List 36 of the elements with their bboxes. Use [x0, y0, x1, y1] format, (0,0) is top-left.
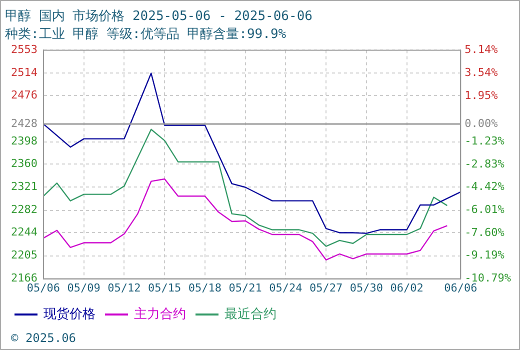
x-tick-label: 06/02 [390, 281, 424, 294]
y2-tick-label: 5.14% [464, 43, 498, 56]
y-tick-label: 2476 [10, 88, 38, 102]
legend-label: 最近合约 [224, 306, 276, 322]
legend-label: 主力合约 [134, 306, 186, 322]
y2-tick-label: 3.54% [464, 66, 498, 80]
x-tick-label: 05/18 [188, 281, 222, 294]
chart-subtitle: 种类:工业 甲醇 等级:优等品 甲醇含量:99.9% [5, 26, 286, 42]
text: © 2025.06 [11, 331, 76, 346]
y2-tick-label: 1.95% [464, 88, 498, 102]
y-tick-label: 2321 [10, 180, 38, 194]
y-tick-label: 2428 [10, 116, 38, 130]
x-tick-label: 06/06 [444, 281, 478, 294]
x-tick-label: 05/30 [350, 281, 384, 294]
y2-tick-label: -2.83% [464, 157, 505, 170]
y2-tick-label: 0.00% [464, 116, 498, 130]
y-tick-label: 2514 [10, 66, 38, 80]
y2-tick-label: -9.19% [464, 248, 505, 262]
x-tick-label: 05/21 [228, 281, 262, 294]
legend-label: 现货价格 [44, 306, 96, 322]
x-tick-label: 05/24 [269, 281, 303, 294]
y2-tick-label: -7.60% [464, 226, 505, 239]
y-tick-label: 2282 [10, 203, 38, 216]
x-tick-label: 05/15 [148, 281, 182, 294]
y2-tick-label: -4.42% [464, 180, 505, 194]
y-tick-label: 2205 [10, 248, 38, 262]
y-tick-label: 2244 [10, 226, 38, 239]
y-tick-label: 2398 [10, 134, 38, 148]
y2-tick-label: -6.01% [464, 203, 505, 216]
x-tick-label: 05/12 [108, 281, 141, 294]
x-tick-label: 05/09 [67, 281, 100, 294]
chart-title: 甲醇 国内 市场价格 2025-05-06 - 2025-06-06 [5, 9, 312, 24]
y2-tick-label: -1.23% [464, 134, 505, 148]
x-tick-label: 05/27 [310, 281, 343, 294]
y-tick-label: 2553 [10, 43, 38, 56]
y-tick-label: 2360 [10, 157, 38, 170]
